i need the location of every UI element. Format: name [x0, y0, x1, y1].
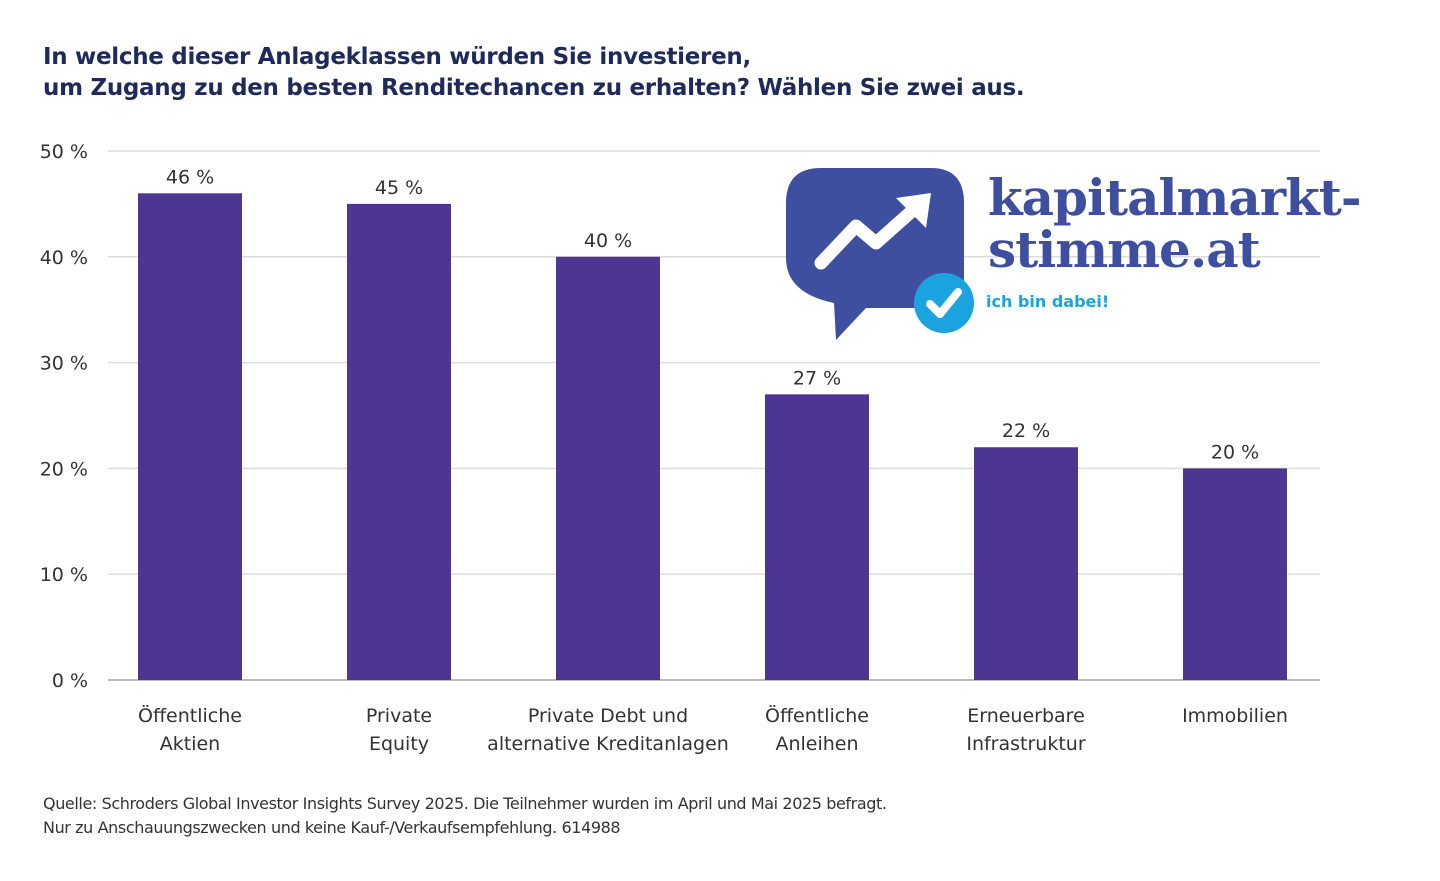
- x-tick-label: Infrastruktur: [966, 733, 1085, 755]
- title-line-2: um Zugang zu den besten Renditechancen z…: [43, 75, 1025, 101]
- y-tick-label: 10 %: [40, 564, 88, 586]
- watermark-brand: kapitalmarkt- stimme.at: [988, 168, 1362, 279]
- x-tick-label: Private: [366, 705, 432, 727]
- x-tick-label: Öffentliche: [765, 704, 869, 727]
- x-tick-label: alternative Kreditanlagen: [487, 733, 729, 755]
- data-label: 27 %: [793, 367, 841, 389]
- title-line-1: In welche dieser Anlageklassen würden Si…: [43, 44, 751, 70]
- x-tick-label: Öffentliche: [138, 704, 242, 727]
- data-label: 20 %: [1211, 441, 1259, 463]
- source-note: Quelle: Schroders Global Investor Insigh…: [43, 792, 887, 840]
- x-tick-label: Private Debt und: [528, 705, 688, 727]
- y-tick-label: 50 %: [40, 141, 88, 163]
- brand-line-2: stimme.at: [988, 220, 1261, 279]
- data-label: 45 %: [375, 177, 423, 199]
- chart-title: In welche dieser Anlageklassen würden Si…: [43, 42, 1025, 104]
- y-tick-label: 40 %: [40, 247, 88, 269]
- bar: [347, 203, 451, 680]
- x-tick-label: Anleihen: [775, 733, 858, 755]
- bar: [556, 256, 660, 680]
- bar: [974, 447, 1078, 680]
- data-label: 46 %: [166, 166, 214, 188]
- data-label: 22 %: [1002, 420, 1050, 442]
- y-tick-label: 20 %: [40, 458, 88, 480]
- brand-line-1: kapitalmarkt-: [988, 168, 1362, 227]
- watermark-tagline: ich bin dabei!: [986, 292, 1110, 311]
- source-line-2: Nur zu Anschauungszwecken und keine Kauf…: [43, 818, 621, 837]
- chat-chart-logo-icon: [786, 168, 974, 340]
- y-tick-label: 30 %: [40, 353, 88, 375]
- x-tick-label: Erneuerbare: [967, 705, 1085, 727]
- bar: [138, 193, 242, 680]
- y-tick-label: 0 %: [52, 670, 88, 692]
- bar: [765, 394, 869, 680]
- x-tick-label: Immobilien: [1182, 705, 1288, 727]
- x-tick-label: Aktien: [160, 733, 220, 755]
- source-line-1: Quelle: Schroders Global Investor Insigh…: [43, 794, 887, 813]
- x-tick-label: Equity: [369, 733, 429, 755]
- bar: [1183, 468, 1287, 680]
- data-label: 40 %: [584, 230, 632, 252]
